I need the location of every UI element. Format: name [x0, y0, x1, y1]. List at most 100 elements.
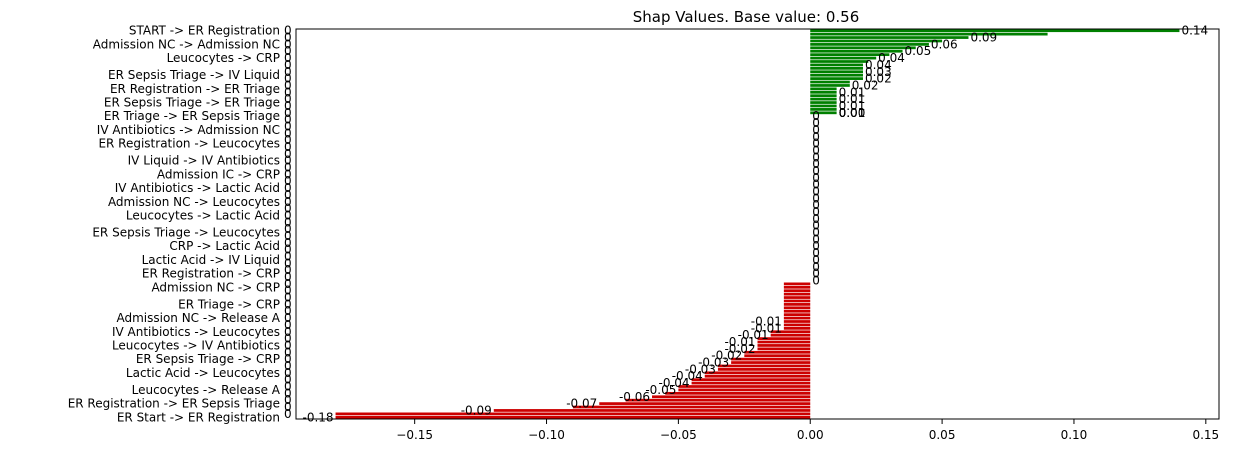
bar — [625, 398, 811, 402]
bar — [810, 46, 916, 50]
row-index-label: 0 — [284, 181, 292, 195]
bar — [810, 70, 863, 74]
value-label: 0.01 — [839, 99, 866, 113]
value-label: 0 — [812, 185, 820, 199]
row-index-label: 0 — [284, 270, 292, 284]
row-index-label: 0 — [284, 106, 292, 120]
value-label: -0.01 — [751, 315, 782, 329]
row-index-label: 0 — [284, 161, 292, 175]
row-index-label: 0 — [284, 174, 292, 188]
row-index-label: 0 — [284, 51, 292, 65]
bar — [810, 87, 837, 91]
value-label: 0 — [812, 157, 820, 171]
bar — [810, 53, 890, 57]
bar — [783, 289, 811, 293]
bar — [704, 374, 811, 378]
bar — [810, 49, 903, 53]
row-index-label: 0 — [284, 202, 292, 216]
value-label: 0 — [812, 116, 820, 130]
bar — [783, 292, 811, 296]
feature-label: ER Registration -> CRP — [142, 267, 280, 281]
value-label: -0.01 — [751, 321, 782, 335]
row-index-label: 0 — [284, 236, 292, 250]
value-label: -0.03 — [698, 356, 729, 370]
row-index-label: 0 — [284, 133, 292, 147]
feature-label: ER Sepsis Triage -> IV Liquid — [108, 68, 280, 82]
bar — [770, 330, 811, 334]
bars-group — [335, 29, 1180, 419]
x-tick-label: 0.05 — [929, 428, 956, 442]
row-index-label: 0 — [284, 37, 292, 51]
bar — [783, 313, 811, 317]
feature-label: ER Registration -> ER Triage — [110, 82, 280, 96]
bar — [810, 84, 850, 87]
row-index-label: 0 — [284, 24, 292, 38]
feature-label: Leucocytes -> IV Antibiotics — [112, 338, 280, 352]
x-tick-label: −0.05 — [660, 428, 697, 442]
bar — [770, 333, 811, 337]
value-label: 0 — [812, 178, 820, 192]
bar — [810, 101, 837, 104]
value-label: -0.02 — [724, 342, 755, 356]
bar — [704, 371, 811, 375]
bar — [810, 90, 837, 94]
row-index-label: 0 — [284, 167, 292, 181]
value-label: 0.02 — [852, 78, 879, 92]
value-label: 0 — [812, 137, 820, 151]
row-index-label: 0 — [284, 277, 292, 291]
feature-label: ER Sepsis Triage -> Leucocytes — [92, 226, 280, 240]
value-label: 0.01 — [839, 92, 866, 106]
feature-label: IV Antibiotics -> Leucocytes — [112, 325, 280, 339]
bar — [783, 299, 811, 303]
value-label: -0.05 — [645, 383, 676, 397]
bar — [757, 347, 811, 351]
row-index-label: 0 — [284, 250, 292, 264]
bar — [810, 43, 929, 46]
value-label: 0.09 — [970, 31, 997, 45]
bar — [744, 354, 811, 358]
row-index-label: 0 — [284, 318, 292, 332]
bar — [572, 405, 811, 409]
row-index-label: 0 — [284, 345, 292, 359]
row-index-label: 0 — [284, 208, 292, 222]
x-tick-label: −0.10 — [528, 428, 565, 442]
value-label: 0 — [812, 253, 820, 267]
value-label: -0.01 — [738, 328, 769, 342]
bar — [810, 39, 943, 43]
value-label: -0.04 — [672, 369, 703, 383]
value-label: 0 — [812, 130, 820, 144]
bar — [810, 77, 863, 80]
row-index-label: 0 — [284, 263, 292, 277]
feature-label: ER Triage -> ER Sepsis Triage — [104, 109, 280, 123]
bar — [493, 409, 811, 412]
row-index-label: 0 — [284, 386, 292, 400]
row-index-label: 0 — [284, 338, 292, 352]
x-tick-label: 0.10 — [1061, 428, 1088, 442]
row-index-label: 0 — [284, 332, 292, 346]
value-label: 0.01 — [839, 106, 866, 120]
row-index-label: 0 — [284, 85, 292, 99]
bar — [810, 97, 837, 101]
row-index-label: 0 — [284, 78, 292, 92]
bar — [691, 378, 811, 382]
bar — [783, 282, 811, 286]
value-label: -0.04 — [659, 376, 690, 390]
x-tick-label: −0.15 — [396, 428, 433, 442]
value-label: 0.00 — [839, 106, 866, 120]
bar — [810, 104, 837, 108]
feature-label: Admission NC -> Release A — [116, 311, 280, 325]
bar — [810, 56, 877, 60]
row-index-label: 0 — [284, 92, 292, 106]
bar — [757, 337, 811, 340]
bar — [717, 368, 811, 371]
bar — [810, 63, 863, 67]
bar — [691, 381, 811, 385]
feature-label: Admission NC -> Admission NC — [93, 37, 280, 51]
value-label: -0.02 — [711, 349, 742, 363]
row-index-label: 0 — [284, 113, 292, 127]
value-label: 0 — [812, 219, 820, 233]
value-label: -0.03 — [685, 362, 716, 376]
bar — [783, 285, 811, 289]
